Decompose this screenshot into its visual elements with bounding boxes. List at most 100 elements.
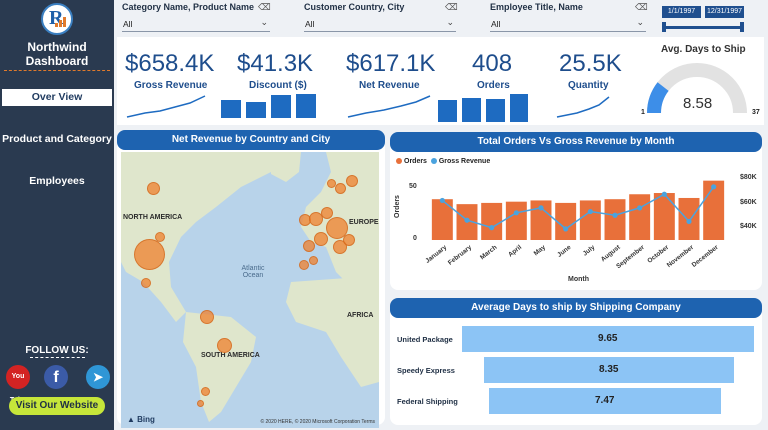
map-bubble[interactable]	[326, 217, 348, 239]
discount-label: Discount ($)	[249, 80, 307, 91]
map-bubble[interactable]	[217, 338, 232, 353]
gauge-title: Avg. Days to Ship	[661, 44, 746, 55]
logo-bars-icon	[55, 17, 67, 27]
dashboard-title: Northwind Dashboard	[0, 40, 114, 68]
orders-bar[interactable]	[530, 200, 552, 240]
gauge-fill	[647, 82, 669, 114]
shipping-panel: Average Days to ship by Shipping Company…	[390, 298, 762, 425]
telegram-icon-text: ➤	[92, 370, 104, 384]
orders-bar[interactable]	[481, 202, 503, 240]
shipping-panel-title: Average Days to ship by Shipping Company	[390, 298, 762, 318]
orders-bar[interactable]	[629, 194, 651, 240]
gross-revenue-point[interactable]	[489, 225, 495, 231]
clear-filter-icon[interactable]: ⌫	[635, 2, 648, 12]
orders-bar[interactable]	[555, 202, 577, 240]
clear-filter-icon[interactable]: ⌫	[258, 2, 271, 12]
mini-bar	[296, 94, 316, 118]
gross-revenue-point[interactable]	[637, 205, 643, 211]
gross-revenue-point[interactable]	[612, 212, 618, 218]
gross-revenue-line	[441, 186, 715, 230]
gross-revenue-point[interactable]	[464, 217, 470, 223]
logo: R	[41, 3, 73, 35]
date-slider-track[interactable]	[664, 26, 742, 29]
net-revenue-sparkline	[347, 95, 431, 118]
shipper-label: Speedy Express	[397, 366, 455, 375]
map-bubble[interactable]	[299, 260, 309, 270]
orders-bar[interactable]	[703, 180, 725, 240]
gross-revenue-value: $658.4K	[125, 50, 215, 77]
map-bubble[interactable]	[346, 175, 358, 187]
country-filter-select[interactable]: All ⌄	[304, 17, 456, 32]
gross-revenue-point[interactable]	[563, 226, 569, 232]
map-bubble[interactable]	[201, 387, 210, 396]
map-bubble[interactable]	[309, 212, 323, 226]
bing-text: Bing	[137, 415, 155, 424]
gross-revenue-point[interactable]	[587, 208, 593, 215]
orders-bar[interactable]	[653, 193, 675, 240]
visit-website-button[interactable]: Visit Our Website	[9, 397, 105, 415]
date-slider-end-handle[interactable]	[740, 22, 744, 32]
gross-revenue-point[interactable]	[538, 205, 544, 211]
gauge-value: 8.58	[683, 95, 713, 112]
orders-value: 408	[472, 50, 513, 77]
chevron-down-icon: ⌄	[260, 17, 268, 27]
nav-item-product-category[interactable]: Product and Category	[2, 133, 112, 145]
gross-revenue-point[interactable]	[711, 184, 717, 190]
orders-bar[interactable]	[579, 200, 601, 240]
mini-bar	[271, 95, 291, 118]
shipper-bar[interactable]	[489, 388, 721, 414]
map-panel: Net Revenue by Country and City NORTH AM…	[117, 130, 385, 428]
map-bubble[interactable]	[155, 232, 165, 242]
gross-revenue-point[interactable]	[439, 197, 445, 204]
map-bubble[interactable]	[321, 207, 333, 219]
youtube-icon[interactable]: You Tube	[6, 365, 30, 404]
country-filter-value: All	[305, 19, 315, 29]
map-bubble[interactable]	[200, 310, 214, 324]
map-bubble[interactable]	[141, 278, 151, 288]
gross-revenue-label: Gross Revenue	[134, 80, 208, 91]
telegram-icon[interactable]: ➤	[86, 365, 110, 389]
mini-bar	[246, 102, 266, 118]
nav-item-overview[interactable]: Over View	[2, 89, 112, 106]
map-bubble[interactable]	[197, 400, 204, 407]
employee-filter: Employee Title, Name ⌫ All ⌄	[490, 0, 648, 34]
map-copyright: © 2020 HERE, © 2020 Microsoft Corporatio…	[260, 419, 375, 425]
category-filter: Category Name, Product Name ⌫ All ⌄	[122, 0, 271, 34]
nav-item-employees[interactable]: Employees	[29, 175, 85, 187]
employee-filter-value: All	[491, 19, 501, 29]
gross-revenue-sparkline	[126, 95, 206, 118]
country-filter-label: Customer Country, City	[304, 2, 405, 12]
orders-bar[interactable]	[604, 199, 626, 240]
shipper-bar[interactable]	[484, 357, 734, 383]
gross-revenue-point[interactable]	[513, 210, 519, 216]
category-filter-select[interactable]: All ⌄	[122, 17, 270, 32]
gross-revenue-point[interactable]	[661, 191, 667, 197]
map-bubble[interactable]	[303, 240, 315, 252]
start-date-input[interactable]: 1/1/1997	[662, 6, 701, 18]
map-bubble[interactable]	[335, 183, 346, 194]
mini-bar	[221, 100, 241, 118]
orders-bar[interactable]	[505, 201, 527, 240]
map-bubble[interactable]	[343, 234, 355, 246]
map-bubble[interactable]	[134, 239, 165, 270]
employee-filter-select[interactable]: All ⌄	[490, 17, 646, 32]
quantity-value: 25.5K	[559, 50, 622, 77]
shipper-bar[interactable]	[462, 326, 754, 352]
map-bubble[interactable]	[147, 182, 160, 195]
map-bubble[interactable]	[314, 232, 328, 246]
map-bubble[interactable]	[327, 179, 336, 188]
date-slider-start-handle[interactable]	[662, 22, 666, 32]
orders-bar[interactable]	[431, 199, 453, 240]
net-revenue-value: $617.1K	[346, 50, 436, 77]
sidebar: R Northwind Dashboard Over View Product …	[0, 0, 114, 430]
orders-label: Orders	[477, 80, 510, 91]
end-date-input[interactable]: 12/31/1997	[705, 6, 744, 18]
facebook-icon[interactable]: f	[44, 365, 68, 389]
bing-logo: ▲ Bing	[127, 415, 155, 424]
revenue-map[interactable]: NORTH AMERICA EUROPE AFRICA SOUTH AMERIC…	[121, 152, 379, 428]
map-bubble[interactable]	[309, 256, 318, 265]
south-america-label: SOUTH AMERICA	[201, 352, 260, 359]
follow-us-label: FOLLOW US:	[25, 345, 89, 356]
clear-filter-icon[interactable]: ⌫	[445, 2, 458, 12]
gross-revenue-point[interactable]	[686, 218, 692, 225]
